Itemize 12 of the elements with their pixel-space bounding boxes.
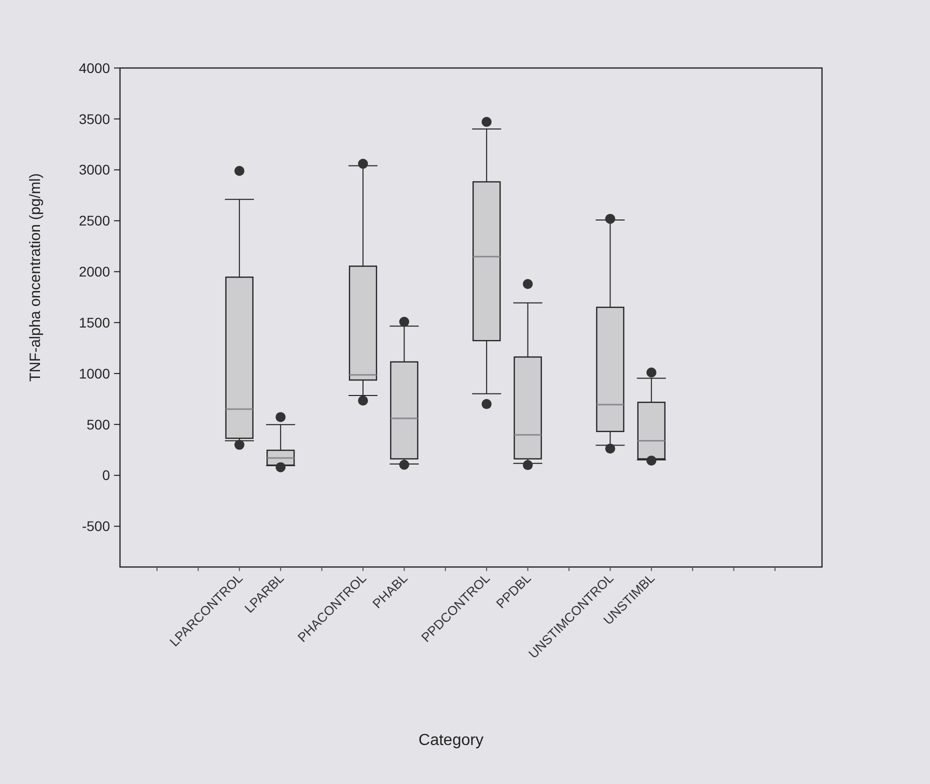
y-tick-label: 2500 <box>78 212 110 229</box>
y-tick-label: 2000 <box>78 264 110 280</box>
y-tick-label: 500 <box>86 416 110 432</box>
y-tick-label: 1000 <box>78 365 110 382</box>
y-axis-title: TNF-alpha oncentration (pg/ml) <box>27 173 44 382</box>
y-tick-label: 3000 <box>78 162 110 178</box>
y-tick-label: 0 <box>102 467 110 484</box>
y-tick-label: 4000 <box>78 60 110 76</box>
y-tick-label: -500 <box>82 518 110 534</box>
y-tick-label: 1500 <box>78 314 110 330</box>
y-tick-label: 3500 <box>78 110 110 127</box>
x-axis-title: Category <box>418 732 484 749</box>
